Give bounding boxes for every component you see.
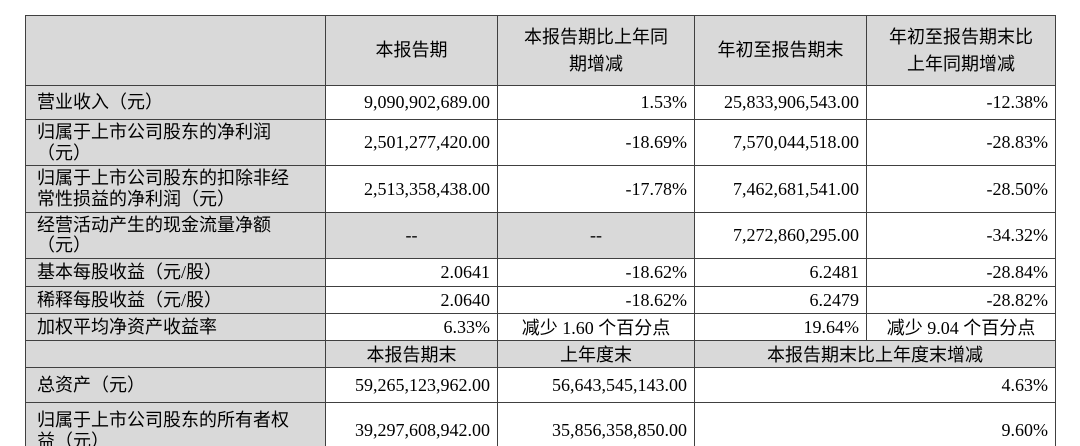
- value-cell: 59,265,123,962.00: [325, 367, 498, 404]
- value-cell: -28.83%: [866, 118, 1056, 167]
- row-label: 总资产（元）: [25, 367, 326, 404]
- value-cell: 2,513,358,438.00: [325, 165, 498, 213]
- value-cell: 6.33%: [325, 313, 498, 342]
- table-row-net-profit: 归属于上市公司股东的净利润（元） 2,501,277,420.00 -18.69…: [25, 118, 1056, 167]
- table-row-shareholders-equity: 归属于上市公司股东的所有者权益（元） 39,297,608,942.00 35,…: [25, 402, 1056, 446]
- value-cell: -12.38%: [866, 85, 1056, 120]
- value-cell: 2.0640: [325, 286, 498, 315]
- row-label: 经营活动产生的现金流量净额（元）: [25, 211, 326, 260]
- value-cell: 39,297,608,942.00: [325, 402, 498, 446]
- value-cell: -17.78%: [497, 165, 695, 213]
- header-cell-current-period: 本报告期: [325, 15, 498, 86]
- value-cell: 6.2481: [694, 258, 867, 288]
- row-label: 基本每股收益（元/股）: [25, 258, 326, 288]
- header-cell-ytd: 年初至报告期末: [694, 15, 867, 86]
- financial-summary-table: 本报告期 本报告期比上年同期增减 年初至报告期末 年初至报告期末比上年同期增减 …: [25, 15, 1056, 446]
- value-cell: 9.60%: [694, 402, 1056, 446]
- row-label: 归属于上市公司股东的净利润（元）: [25, 118, 326, 167]
- value-cell: 减少 9.04 个百分点: [866, 313, 1056, 342]
- value-cell: -28.50%: [866, 165, 1056, 213]
- value-cell: -28.84%: [866, 258, 1056, 288]
- table-row-operating-cash-flow: 经营活动产生的现金流量净额（元） -- -- 7,272,860,295.00 …: [25, 211, 1056, 260]
- table-row-total-assets: 总资产（元） 59,265,123,962.00 56,643,545,143.…: [25, 367, 1056, 404]
- table-row-weighted-avg-roe: 加权平均净资产收益率 6.33% 减少 1.60 个百分点 19.64% 减少 …: [25, 313, 1056, 342]
- value-cell: 19.64%: [694, 313, 867, 342]
- row-label: 归属于上市公司股东的所有者权益（元）: [25, 402, 326, 446]
- header-cell-blank: [25, 15, 326, 86]
- value-cell: 2,501,277,420.00: [325, 118, 498, 167]
- value-cell: -28.82%: [866, 286, 1056, 315]
- header-row: 本报告期 本报告期比上年同期增减 年初至报告期末 年初至报告期末比上年同期增减: [25, 15, 1056, 86]
- value-cell: 35,856,358,850.00: [497, 402, 695, 446]
- value-cell: 1.53%: [497, 85, 695, 120]
- table-row-net-profit-excl-nonrecurring: 归属于上市公司股东的扣除非经常性损益的净利润（元） 2,513,358,438.…: [25, 165, 1056, 213]
- value-cell: 25,833,906,543.00: [694, 85, 867, 120]
- sub-header-blank: [25, 340, 326, 369]
- value-cell: -18.62%: [497, 286, 695, 315]
- value-cell: 7,272,860,295.00: [694, 211, 867, 260]
- value-cell: 9,090,902,689.00: [325, 85, 498, 120]
- value-cell: -34.32%: [866, 211, 1056, 260]
- table-row-basic-eps: 基本每股收益（元/股） 2.0641 -18.62% 6.2481 -28.84…: [25, 258, 1056, 288]
- value-cell: 6.2479: [694, 286, 867, 315]
- sub-header-change: 本报告期末比上年度末增减: [694, 340, 1056, 369]
- table-row-diluted-eps: 稀释每股收益（元/股） 2.0640 -18.62% 6.2479 -28.82…: [25, 286, 1056, 315]
- sub-header-row: 本报告期末 上年度末 本报告期末比上年度末增减: [25, 340, 1056, 369]
- row-label: 归属于上市公司股东的扣除非经常性损益的净利润（元）: [25, 165, 326, 213]
- value-cell: 2.0641: [325, 258, 498, 288]
- value-cell: 减少 1.60 个百分点: [497, 313, 695, 342]
- header-cell-yoy-change: 本报告期比上年同期增减: [497, 15, 695, 86]
- value-cell-na: --: [497, 211, 695, 260]
- value-cell: -18.69%: [497, 118, 695, 167]
- row-label: 营业收入（元）: [25, 85, 326, 120]
- value-cell: 56,643,545,143.00: [497, 367, 695, 404]
- value-cell: 7,462,681,541.00: [694, 165, 867, 213]
- row-label: 加权平均净资产收益率: [25, 313, 326, 342]
- table-row-revenue: 营业收入（元） 9,090,902,689.00 1.53% 25,833,90…: [25, 85, 1056, 120]
- sub-header-prior-year-end: 上年度末: [497, 340, 695, 369]
- header-cell-ytd-yoy-change: 年初至报告期末比上年同期增减: [866, 15, 1056, 86]
- row-label: 稀释每股收益（元/股）: [25, 286, 326, 315]
- value-cell: 4.63%: [694, 367, 1056, 404]
- sub-header-period-end: 本报告期末: [325, 340, 498, 369]
- value-cell: -18.62%: [497, 258, 695, 288]
- value-cell-na: --: [325, 211, 498, 260]
- value-cell: 7,570,044,518.00: [694, 118, 867, 167]
